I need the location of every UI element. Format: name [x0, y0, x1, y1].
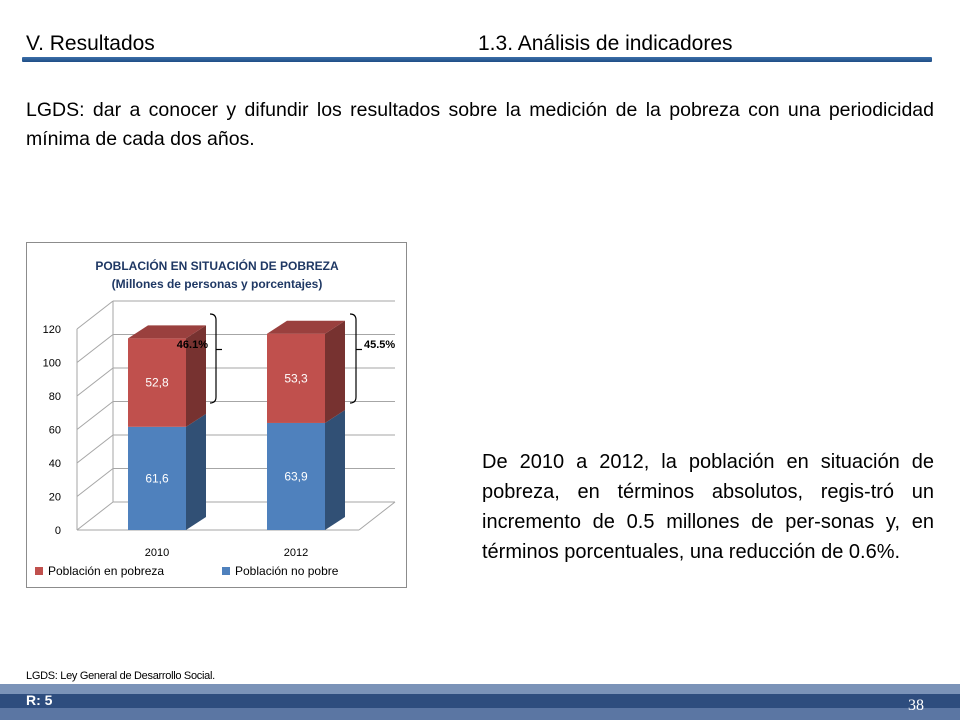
- legend-swatch: [222, 567, 230, 575]
- grid-depth-line: [76, 367, 114, 397]
- bar-1-0: [267, 422, 325, 530]
- y-tick-label: 60: [49, 425, 61, 437]
- r-label: R: 5: [26, 692, 53, 708]
- bar-top-0: [128, 325, 206, 339]
- y-tick-label: 80: [49, 391, 61, 403]
- section-title: V. Resultados: [26, 32, 155, 55]
- grid-depth-line: [76, 434, 114, 464]
- grid-depth-line: [76, 468, 114, 497]
- data-label: 61,6: [145, 471, 169, 485]
- grid-depth-line: [76, 401, 114, 430]
- y-tick-label: 40: [49, 458, 61, 470]
- bracket: [209, 313, 217, 404]
- chart-subtitle: (Millones de personas y porcentajes): [112, 277, 323, 291]
- bracket: [349, 313, 357, 404]
- chart-title: POBLACIÓN EN SITUACIÓN DE POBREZA: [95, 258, 339, 273]
- y-tick-label: 120: [43, 324, 61, 336]
- x-tick-label: 2010: [145, 547, 169, 559]
- data-label: 63,9: [284, 469, 308, 483]
- chart-svg: POBLACIÓN EN SITUACIÓN DE POBREZA (Millo…: [35, 258, 396, 578]
- bar-side-0-0: [186, 413, 206, 530]
- legend-label: Población no pobre: [235, 564, 339, 578]
- bar-top-1: [267, 320, 345, 334]
- analysis-paragraph: De 2010 a 2012, la población en situació…: [482, 451, 934, 563]
- footnote: LGDS: Ley General de Desarrollo Social.: [26, 670, 215, 682]
- header-rule: [22, 57, 932, 62]
- bar-0-1: [128, 338, 186, 427]
- legend-swatch: [35, 567, 43, 575]
- floor-right-edge: [358, 501, 396, 531]
- y-tick-label: 100: [43, 358, 61, 370]
- y-tick-label: 0: [55, 525, 61, 537]
- grid-depth-line: [76, 501, 114, 531]
- bar-side-1-1: [325, 320, 345, 423]
- subsection-title: 1.3. Análisis de indicadores: [478, 32, 733, 55]
- grid-depth-line: [76, 334, 114, 363]
- footer-bottom: [0, 708, 960, 720]
- legend-label: Población en pobreza: [48, 564, 164, 578]
- intro-paragraph: LGDS: dar a conocer y difundir los resul…: [26, 99, 934, 150]
- x-tick-label: 2012: [284, 547, 308, 559]
- page-number: 38: [908, 697, 924, 714]
- poverty-chart: POBLACIÓN EN SITUACIÓN DE POBREZA (Millo…: [26, 242, 407, 588]
- bar-0-0: [128, 426, 186, 530]
- bar-1-1: [267, 333, 325, 423]
- grid-depth-line: [76, 300, 114, 330]
- bar-side-1-0: [325, 409, 345, 530]
- data-label: 53,3: [284, 371, 308, 385]
- bar-side-0-1: [186, 325, 206, 427]
- footer-band: [0, 684, 960, 694]
- percent-annotation: 46.1%: [177, 339, 208, 351]
- footer-bar: [0, 694, 960, 708]
- data-label: 52,8: [145, 376, 169, 390]
- percent-annotation: 45.5%: [364, 339, 395, 351]
- y-tick-label: 20: [49, 492, 61, 504]
